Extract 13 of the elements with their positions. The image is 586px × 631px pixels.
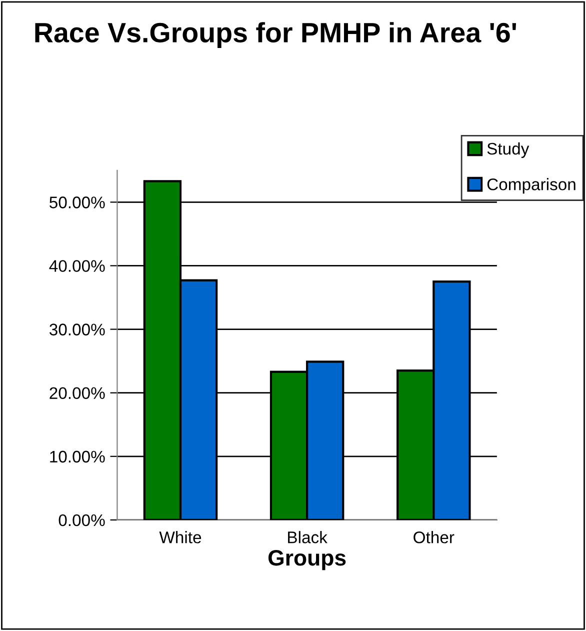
x-tick-label: Other: [414, 531, 454, 544]
y-tick-label: 40.00%: [49, 260, 105, 272]
x-axis-title: Groups: [268, 550, 346, 570]
x-tick-label: White: [159, 531, 202, 544]
y-tick-label: 50.00%: [50, 196, 105, 208]
y-tick-label: 10.00%: [50, 450, 105, 463]
y-tick-label: 30.00%: [50, 324, 105, 336]
y-tick-label: 0.00%: [58, 514, 105, 526]
legend-label: Comparison: [487, 178, 576, 194]
legend-label: Study: [487, 142, 530, 158]
x-tick-label: Black: [288, 531, 328, 544]
y-tick-label: 20.00%: [50, 387, 105, 400]
chart-title: Race Vs.Groups for PMHP in Area '6': [35, 22, 516, 48]
